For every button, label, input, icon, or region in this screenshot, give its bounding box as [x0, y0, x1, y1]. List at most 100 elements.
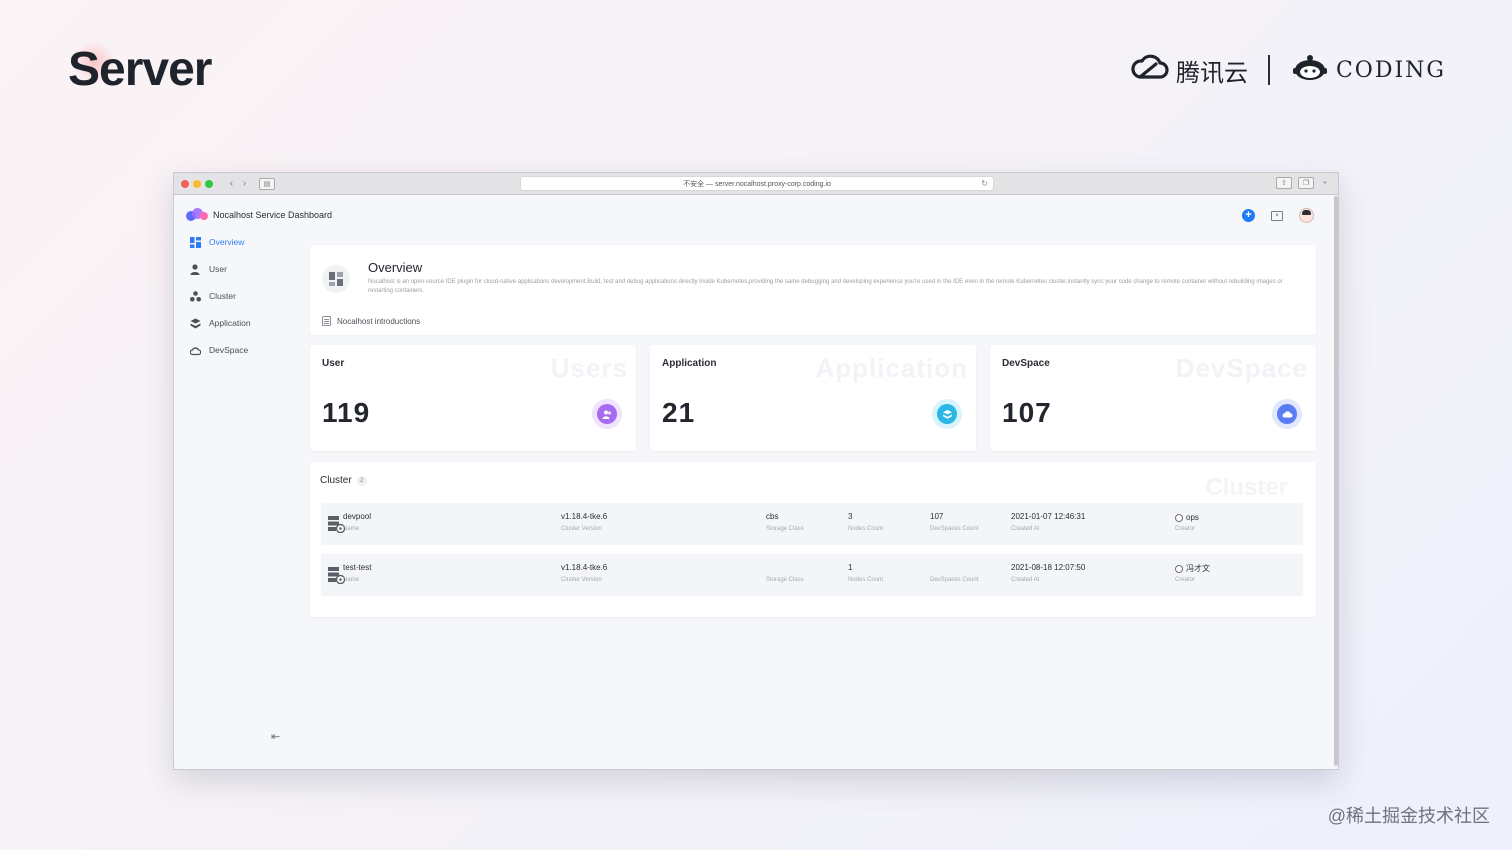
cluster-title: Cluster [320, 475, 352, 486]
window-controls [181, 179, 213, 188]
address-bar[interactable]: 不安全 — server.nocalhost.proxy-corp.coding… [520, 176, 994, 191]
cluster-card: Cluster Cluster 2 devpool Name v1.18.4-t… [310, 462, 1316, 617]
cluster-watermark: Cluster [1205, 474, 1288, 501]
stat-label: DevSpace [1002, 358, 1050, 369]
tabs-overview-icon[interactable]: ❐ [1298, 177, 1314, 189]
cell-creator: 冯才文 Creator [1175, 563, 1210, 583]
sidebar-item-user[interactable]: User [190, 262, 294, 276]
stat-value: 107 [1002, 397, 1052, 428]
header-actions: + × [1242, 208, 1314, 223]
creator: 冯才文 [1175, 563, 1210, 574]
brand-divider [1267, 55, 1270, 85]
server-cluster-icon [327, 566, 346, 585]
cell-name: devpool Name [343, 512, 371, 532]
stat-card-user[interactable]: Users User 119 [310, 345, 636, 451]
server-cluster-icon [327, 515, 346, 534]
new-tab-icon[interactable]: + [1322, 179, 1328, 187]
users-icon [592, 399, 622, 429]
cell-storage: cbs Storage Class [766, 512, 804, 532]
exit-screen-icon[interactable]: × [1271, 210, 1283, 221]
cell-label: Storage Class [766, 577, 804, 583]
tencent-cloud-icon [1130, 52, 1170, 89]
cell-nodes: 3 Nodes Count [848, 512, 883, 532]
collapse-sidebar-icon[interactable]: ⇤ [271, 731, 281, 743]
cluster-name: devpool [343, 512, 372, 521]
creator-avatar [1175, 564, 1183, 573]
cell-label: Creator [1175, 577, 1196, 583]
close-window-button[interactable] [181, 179, 189, 188]
cell-name: test-test Name [343, 563, 371, 583]
application-icon [190, 318, 201, 329]
cell-label: Nodes Count [848, 577, 884, 583]
overview-card: Overview Nocalhost is an open-source IDE… [310, 245, 1316, 335]
cluster-icon [190, 290, 201, 302]
cell-storage: Storage Class [766, 563, 804, 583]
nodes-count: 3 [848, 512, 853, 521]
stat-label: Application [662, 358, 717, 369]
reload-icon[interactable]: ↻ [981, 179, 988, 188]
cell-label: DevSpaces Count [930, 526, 979, 532]
forward-chevron-icon[interactable]: › [242, 178, 247, 189]
cell-devspaces: DevSpaces Count [930, 563, 978, 583]
table-row[interactable]: devpool Name v1.18.4-tke.6 Cluster Versi… [321, 503, 1303, 545]
cell-label: Cluster Version [561, 577, 602, 583]
nocalhost-logo-icon [186, 208, 208, 222]
created-at: 2021-01-07 12:46:31 [1011, 512, 1086, 521]
zoom-window-button[interactable] [205, 179, 213, 188]
cell-label: DevSpaces Count [930, 577, 979, 583]
cluster-name: test-test [343, 563, 372, 572]
cell-label: Name [343, 526, 360, 532]
cluster-count-badge: 2 [356, 475, 367, 486]
sidebar-item-label: Cluster [209, 291, 236, 301]
sidebar-item-label: User [209, 264, 227, 274]
sidebar-item-label: Application [209, 318, 251, 328]
sidebar-item-devspace[interactable]: DevSpace [190, 343, 294, 357]
back-chevron-icon[interactable]: ‹ [229, 178, 234, 189]
slide-title: Server [68, 43, 212, 96]
devspaces-count: 107 [930, 512, 944, 521]
creator-avatar [1175, 513, 1183, 522]
coding-logo: CODING [1290, 52, 1446, 88]
sidebar-item-overview[interactable]: Overview [190, 235, 294, 249]
cell-label: Creator [1175, 526, 1196, 532]
minimize-window-button[interactable] [193, 179, 201, 188]
add-icon[interactable]: + [1242, 209, 1255, 222]
creator: ops [1175, 512, 1199, 523]
stat-value: 21 [662, 397, 696, 428]
stat-card-devspace[interactable]: DevSpace DevSpace 107 [990, 345, 1316, 451]
cell-devspaces: 107 DevSpaces Count [930, 512, 978, 532]
coding-mascot-icon [1290, 52, 1330, 88]
stat-watermark: DevSpace [1175, 353, 1308, 383]
sidebar-item-application[interactable]: Application [190, 316, 294, 330]
share-icon[interactable]: ⇧ [1276, 177, 1292, 189]
created-at: 2021-08-18 12:07:50 [1011, 563, 1086, 572]
title-accent-dot [72, 40, 116, 84]
stat-card-application[interactable]: Application Application 21 [650, 345, 976, 451]
cell-created: 2021-01-07 12:46:31 Created At [1011, 512, 1085, 532]
cell-version: v1.18.4-tke.6 Cluster Version [561, 563, 607, 583]
sidebar-item-cluster[interactable]: Cluster [190, 289, 294, 303]
watermark: @稀土掘金技术社区 [1327, 806, 1490, 826]
sidebar-item-label: Overview [209, 237, 245, 247]
cell-label: Created At [1011, 526, 1040, 532]
creator-name: ops [1186, 513, 1199, 522]
storage-class: cbs [766, 512, 779, 521]
devspace-cloud-icon [1272, 399, 1302, 429]
document-icon [322, 316, 331, 326]
link-label: Nocalhost introductions [337, 316, 421, 326]
sidebar: Overview User Cluster Application DevSpa… [174, 235, 294, 755]
scrollbar[interactable] [1334, 196, 1338, 766]
table-row[interactable]: test-test Name v1.18.4-tke.6 Cluster Ver… [321, 554, 1303, 596]
cluster-heading: Cluster 2 [320, 475, 367, 486]
nocalhost-introductions-link[interactable]: Nocalhost introductions [322, 316, 420, 326]
user-avatar[interactable] [1299, 208, 1314, 223]
cell-creator: ops Creator [1175, 512, 1199, 532]
cell-label: Nodes Count [848, 526, 884, 532]
sidebar-toggle-icon[interactable]: ▤ [259, 177, 275, 190]
stat-label: User [322, 358, 345, 369]
app-header: Nocalhost Service Dashboard + × [174, 195, 1338, 235]
application-stack-icon [932, 399, 962, 429]
overview-dashboard-icon [322, 265, 350, 293]
sidebar-item-label: DevSpace [209, 345, 249, 355]
devspace-icon [190, 345, 201, 356]
